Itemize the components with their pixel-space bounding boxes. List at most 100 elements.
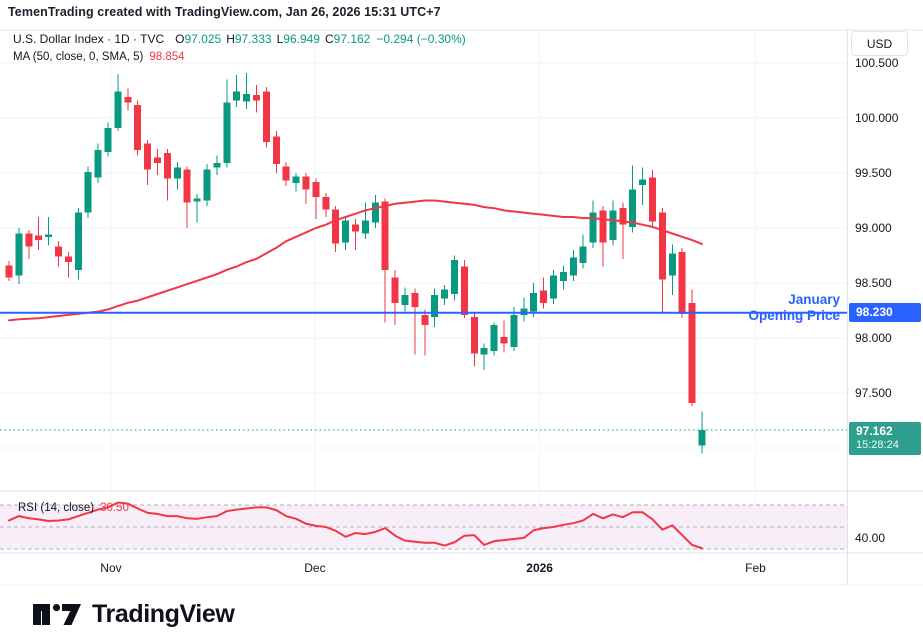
price-axis-tick: 98.000 — [855, 331, 892, 345]
rsi-legend-row: RSI (14, close) 30.50 — [18, 502, 129, 514]
close-value: 97.162 — [333, 32, 371, 46]
symbol-legend: U.S. Dollar Index · 1D · TVC O97.025 H97.3… — [13, 32, 466, 65]
ma50-line — [8, 199, 703, 322]
time-axis-label: Dec — [304, 561, 326, 575]
time-axis-label: Feb — [745, 561, 766, 575]
tradingview-logo[interactable]: TradingView — [32, 600, 235, 629]
candle-body — [569, 257, 577, 276]
candle-body — [302, 176, 310, 190]
candle-body — [173, 167, 181, 179]
low-label: L — [276, 32, 284, 46]
candle-body — [45, 234, 53, 237]
candle-body — [94, 149, 102, 178]
candle-body — [411, 292, 419, 308]
candle-body — [559, 272, 567, 281]
candle-body — [500, 336, 508, 344]
candle-body — [213, 163, 221, 168]
candle-body — [114, 91, 122, 128]
candle-body — [658, 212, 666, 280]
january-open-price-axis-flag: 98.230 — [849, 303, 921, 323]
ma-value: 98.854 — [149, 51, 185, 63]
candle-body — [342, 220, 350, 243]
price-axis-tick: 98.500 — [855, 276, 892, 290]
candle-body — [460, 266, 468, 315]
change-value: −0.294 (−0.30%) — [376, 32, 466, 46]
last-price-value: 97.162 — [856, 424, 893, 439]
price-axis-tick: 97.500 — [855, 386, 892, 400]
candle-body — [322, 197, 330, 210]
candle-body — [599, 210, 607, 243]
candle-body — [371, 202, 379, 223]
candle-body — [678, 252, 686, 314]
candle-body — [154, 157, 161, 164]
candle-body — [312, 181, 320, 198]
candle-body — [510, 314, 518, 347]
candle-body — [272, 136, 280, 165]
candles-series — [5, 72, 706, 454]
candle-body — [381, 201, 389, 270]
candle-body — [64, 256, 72, 263]
candle-body — [391, 277, 399, 303]
rsi-line — [8, 501, 703, 550]
tradingview-logo-text: TradingView — [92, 600, 235, 628]
candle-body — [25, 233, 33, 247]
candle-body — [688, 302, 696, 403]
candle-body — [193, 198, 201, 202]
candle-body — [55, 246, 62, 257]
rsi-axis-tick: 40.00 — [855, 530, 886, 545]
candle-body — [223, 102, 231, 164]
candle-body — [550, 275, 557, 299]
high-value: 97.333 — [234, 32, 272, 46]
candle-body — [233, 91, 241, 101]
candle-body — [84, 171, 92, 213]
currency-unit-button[interactable]: USD — [851, 31, 908, 56]
candle-body — [441, 289, 449, 299]
price-axis-tick: 99.500 — [855, 166, 892, 180]
candle-body — [352, 224, 359, 232]
candle-body — [431, 295, 439, 318]
candle-body — [421, 314, 429, 325]
candle-body — [530, 292, 538, 312]
candle-body — [649, 177, 656, 222]
candle-body — [203, 169, 211, 201]
candle-body — [183, 169, 191, 203]
candle-body — [540, 290, 548, 303]
candle-body — [480, 347, 488, 355]
january-opening-price-note[interactable]: January Opening Price — [748, 292, 840, 324]
high-label: H — [226, 32, 235, 46]
time-axis-label: 2026 — [526, 561, 553, 575]
candle-body — [253, 94, 260, 101]
candle-body — [292, 176, 300, 183]
candle-body — [698, 430, 706, 446]
candle-body — [401, 295, 409, 305]
price-axis-tick: 100.500 — [855, 56, 899, 70]
candle-body — [470, 317, 478, 354]
candle-body — [74, 212, 82, 270]
candle-body — [668, 253, 676, 276]
candle-body — [589, 212, 597, 243]
open-value: 97.025 — [184, 32, 222, 46]
candle-body — [15, 233, 23, 276]
ma-legend-row: MA (50, close, 0, SMA, 5) 98.854 — [13, 50, 466, 65]
candle-body — [144, 143, 152, 170]
candle-body — [243, 93, 251, 102]
open-label: O — [175, 32, 185, 46]
candle-body — [609, 210, 617, 241]
january-note-line1: January — [788, 292, 840, 307]
candle-body — [35, 235, 43, 241]
candle-body — [579, 246, 587, 264]
rsi-value: 30.50 — [100, 502, 129, 514]
candle-body — [262, 91, 270, 143]
time-axis-label: Nov — [100, 561, 122, 575]
candle-body — [639, 179, 647, 186]
candle-body — [163, 153, 171, 179]
price-axis-tick: 100.000 — [855, 111, 899, 125]
ma-label[interactable]: MA (50, close, 0, SMA, 5) — [13, 51, 144, 63]
candle-body — [124, 97, 132, 103]
last-price-countdown: 15:28:24 — [856, 439, 899, 452]
candle-body — [332, 209, 340, 244]
symbol-title[interactable]: U.S. Dollar Index · 1D · TVC — [13, 32, 165, 46]
rsi-label[interactable]: RSI (14, close) — [18, 502, 95, 514]
